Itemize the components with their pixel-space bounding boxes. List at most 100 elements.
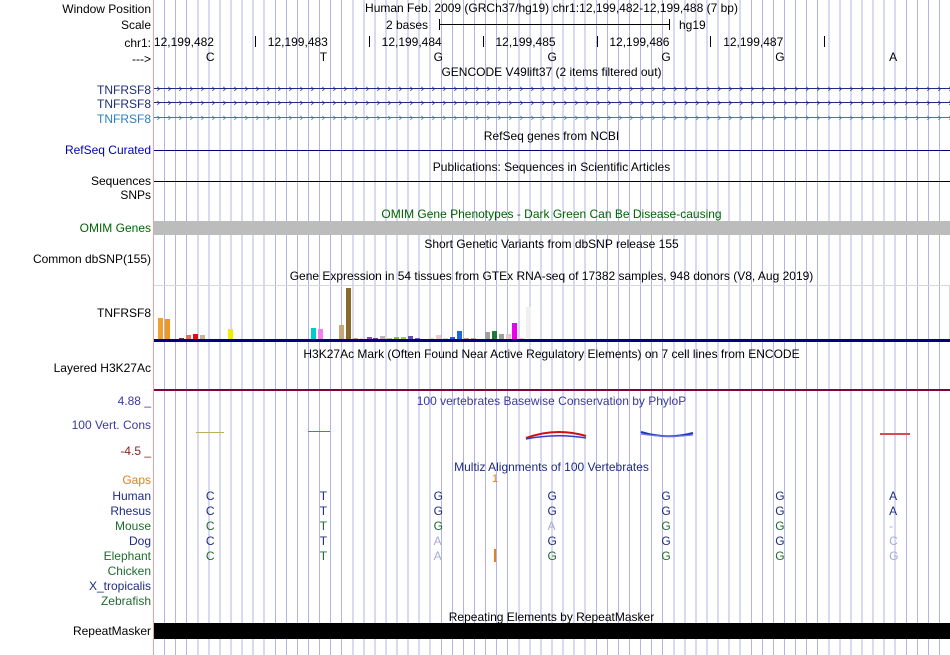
strand-arrow-icon: › bbox=[926, 98, 931, 107]
species-label-mouse[interactable]: Mouse bbox=[114, 519, 151, 533]
strand-arrow-icon: › bbox=[629, 113, 634, 122]
gencode-row-label-2[interactable]: TNFRSF8 bbox=[97, 97, 151, 111]
strand-arrow-icon: › bbox=[684, 113, 689, 122]
h3k27ac-signal-line[interactable] bbox=[153, 389, 950, 391]
omim-genes-label[interactable]: OMIM Genes bbox=[79, 221, 151, 235]
strand-arrow-icon: › bbox=[189, 84, 194, 93]
species-label-x-tropicalis[interactable]: X_tropicalis bbox=[88, 579, 151, 593]
strand-arrow-icon: › bbox=[695, 113, 700, 122]
gtex-tissue-bar[interactable] bbox=[512, 323, 517, 340]
gencode-track-title: GENCODE V49lift37 (2 items filtered out) bbox=[441, 65, 662, 79]
cons-segment bbox=[880, 433, 910, 435]
strand-arrow-icon: › bbox=[871, 84, 876, 93]
strand-arrow-icon: › bbox=[387, 84, 392, 93]
strand-arrow-icon: › bbox=[937, 98, 942, 107]
strand-arrow-icon: › bbox=[475, 98, 480, 107]
strand-arrow-icon: › bbox=[618, 98, 623, 107]
gtex-tissue-bar[interactable] bbox=[158, 318, 163, 340]
strand-arrow-icon: › bbox=[332, 113, 337, 122]
multiz-base: G bbox=[661, 489, 671, 503]
strand-arrow-icon: › bbox=[167, 84, 172, 93]
species-label-human[interactable]: Human bbox=[112, 489, 151, 503]
refseq-curated-feature[interactable] bbox=[153, 150, 950, 151]
repeatmasker-feature[interactable] bbox=[153, 623, 950, 639]
strand-arrow-icon: › bbox=[596, 113, 601, 122]
strand-arrow-icon: › bbox=[178, 98, 183, 107]
strand-arrow-icon: › bbox=[519, 113, 524, 122]
species-label-chicken[interactable]: Chicken bbox=[107, 564, 151, 578]
sequences-label[interactable]: Sequences bbox=[90, 174, 151, 188]
strand-arrow-icon: › bbox=[607, 113, 612, 122]
strand-arrow-icon: › bbox=[574, 84, 579, 93]
strand-arrow-icon: › bbox=[211, 113, 216, 122]
strand-arrow-icon: › bbox=[651, 98, 656, 107]
repeatmasker-label[interactable]: RepeatMasker bbox=[72, 624, 151, 638]
strand-arrow-icon: › bbox=[563, 113, 568, 122]
species-label-dog[interactable]: Dog bbox=[128, 534, 151, 548]
scale-value: 2 bases bbox=[386, 18, 429, 32]
strand-arrow-icon: › bbox=[816, 84, 821, 93]
multiz-base: T bbox=[319, 549, 328, 563]
strand-arrow-icon: › bbox=[783, 113, 788, 122]
species-label-rhesus[interactable]: Rhesus bbox=[110, 504, 151, 518]
gencode-transcript-row[interactable]: › › › › › › › › › › › › › › › › › › › › › › › › › › › › › › › › › › › › › › › ›… bbox=[153, 98, 950, 107]
phylop-track-label[interactable]: 100 Vert. Cons bbox=[71, 418, 151, 432]
refseq-track-title: RefSeq genes from NCBI bbox=[483, 129, 620, 143]
strand-arrow-icon: › bbox=[244, 113, 249, 122]
strand-arrow-icon: › bbox=[915, 98, 920, 107]
strand-arrow-icon: › bbox=[849, 98, 854, 107]
species-label-zebrafish[interactable]: Zebrafish bbox=[100, 594, 151, 608]
strand-arrow-icon: › bbox=[945, 113, 950, 122]
strand-arrow-icon: › bbox=[398, 84, 403, 93]
gtex-expression-barchart[interactable] bbox=[153, 285, 950, 340]
strand-arrow-icon: › bbox=[354, 98, 359, 107]
strand-arrow-icon: › bbox=[486, 113, 491, 122]
strand-arrow-icon: › bbox=[376, 113, 381, 122]
omim-gene-feature[interactable] bbox=[153, 221, 950, 235]
publications-track-title: Publications: Sequences in Scientific Ar… bbox=[432, 160, 671, 174]
gencode-row-label-1[interactable]: TNFRSF8 bbox=[97, 83, 151, 97]
strand-arrow-icon: › bbox=[167, 113, 172, 122]
multiz-base: C bbox=[889, 534, 898, 548]
gtex-tissue-bar[interactable] bbox=[339, 325, 344, 340]
snps-label[interactable]: SNPs bbox=[120, 188, 151, 202]
multiz-track-title: Multiz Alignments of 100 Vertebrates bbox=[454, 460, 649, 474]
strand-arrow-icon: › bbox=[310, 98, 315, 107]
strand-arrow-icon: › bbox=[508, 84, 513, 93]
gencode-transcript-row[interactable]: › › › › › › › › › › › › › › › › › › › › › › › › › › › › › › › › › › › › › › › ›… bbox=[153, 84, 950, 93]
common-dbsnp-label[interactable]: Common dbSNP(155) bbox=[32, 252, 151, 266]
strand-arrow-icon: › bbox=[783, 84, 788, 93]
sequences-feature[interactable] bbox=[153, 181, 950, 182]
left-boundary-rule bbox=[153, 0, 154, 655]
reference-base: G bbox=[547, 50, 557, 64]
strand-arrow-icon: › bbox=[552, 98, 557, 107]
strand-arrow-icon: › bbox=[618, 113, 623, 122]
strand-arrow-icon: › bbox=[585, 113, 590, 122]
strand-arrow-icon: › bbox=[420, 98, 425, 107]
reference-base: C bbox=[205, 50, 215, 64]
strand-arrow-icon: › bbox=[277, 84, 282, 93]
strand-arrow-icon: › bbox=[530, 113, 535, 122]
gencode-transcript-row[interactable]: › › › › › › › › › › › › › › › › › › › › › › › › › › › › › › › › › › › › › › › ›… bbox=[153, 113, 950, 122]
gtex-tissue-bar[interactable] bbox=[165, 319, 170, 340]
layered-h3k27ac-label[interactable]: Layered H3K27Ac bbox=[53, 361, 151, 375]
strand-arrow-icon: › bbox=[816, 98, 821, 107]
strand-arrow-icon: › bbox=[684, 84, 689, 93]
gaps-label: Gaps bbox=[122, 473, 151, 487]
strand-arrow-icon: › bbox=[761, 84, 766, 93]
gencode-row-label-3[interactable]: TNFRSF8 bbox=[97, 112, 151, 126]
strand-arrow-icon: › bbox=[453, 113, 458, 122]
strand-arrow-icon: › bbox=[761, 113, 766, 122]
multiz-base: G bbox=[433, 489, 443, 503]
gtex-tissue-bar[interactable] bbox=[346, 288, 351, 340]
strand-arrow-icon: › bbox=[794, 84, 799, 93]
gtex-track-label[interactable]: TNFRSF8 bbox=[97, 306, 151, 320]
strand-arrow-icon: › bbox=[739, 113, 744, 122]
refseq-curated-label[interactable]: RefSeq Curated bbox=[64, 143, 151, 157]
species-label-elephant[interactable]: Elephant bbox=[103, 549, 151, 563]
strand-arrow-icon: › bbox=[200, 113, 205, 122]
strand-arrow-icon: › bbox=[728, 84, 733, 93]
strand-arrow-icon: › bbox=[354, 84, 359, 93]
gtex-tissue-bar[interactable] bbox=[526, 307, 531, 340]
